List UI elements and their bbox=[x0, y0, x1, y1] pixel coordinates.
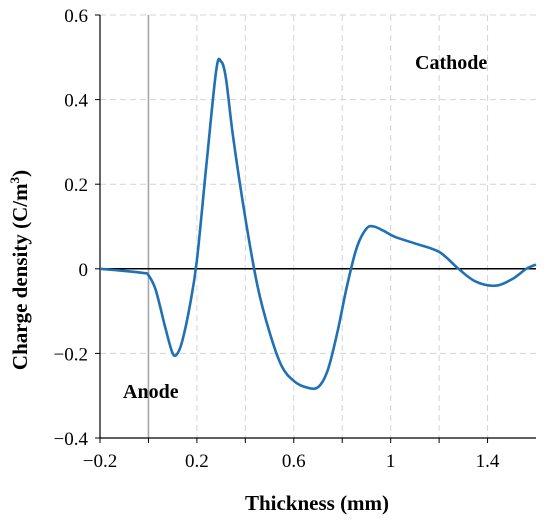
series-layer bbox=[99, 57, 537, 391]
anode-label: Anode bbox=[123, 381, 179, 403]
y-axis-title: Charge density (C/m3) bbox=[7, 170, 32, 370]
x-tick-label: 0.6 bbox=[282, 451, 306, 472]
y-tick-label: −0.4 bbox=[54, 429, 89, 450]
x-tick-label: 1.4 bbox=[476, 451, 500, 472]
x-tick-label: 1 bbox=[386, 451, 396, 472]
axis-layer bbox=[95, 14, 536, 443]
cathode-label: Cathode bbox=[415, 52, 487, 74]
grid-layer bbox=[99, 14, 536, 439]
x-tick-label: −0.2 bbox=[83, 451, 117, 472]
tick-label-layer: −0.2 0.2 0.6 1 1.4−0.4−0.200.20.40.6 bbox=[54, 6, 500, 472]
y-axis-title-main: Charge density (C/m bbox=[8, 183, 32, 370]
y-tick-label: 0.4 bbox=[64, 91, 88, 112]
y-tick-label: 0.6 bbox=[64, 6, 88, 27]
y-axis-title-close: ) bbox=[8, 170, 32, 177]
x-tick-label: 0.2 bbox=[185, 451, 209, 472]
x-axis-title: Thickness (mm) bbox=[245, 491, 389, 515]
charge-density-series-line bbox=[99, 57, 537, 391]
y-tick-label: 0 bbox=[79, 260, 89, 281]
y-axis-title-superscript: 3 bbox=[7, 176, 22, 183]
y-tick-label: −0.2 bbox=[54, 344, 88, 365]
y-tick-label: 0.2 bbox=[64, 175, 88, 196]
